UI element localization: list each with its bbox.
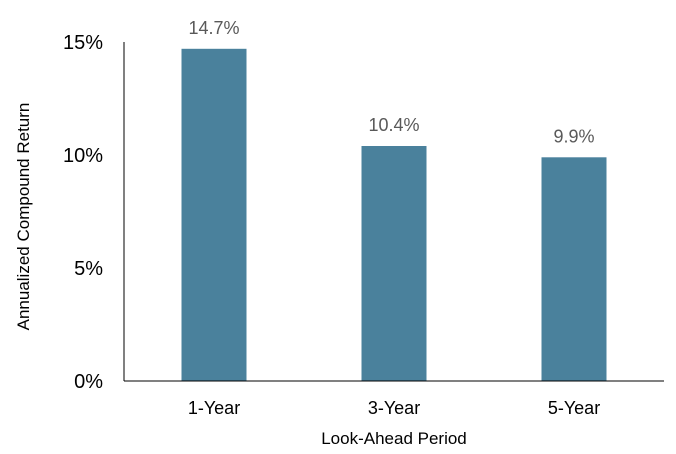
- bar-5-year: [541, 157, 607, 381]
- data-label-1-year: 14.7%: [188, 18, 239, 38]
- y-tick-label: 5%: [74, 258, 103, 280]
- x-tick-label-5-year: 5-Year: [548, 398, 600, 418]
- x-tick-label-3-year: 3-Year: [368, 398, 420, 418]
- bar-3-year: [361, 146, 427, 381]
- axes-layer: [123, 42, 664, 382]
- x-tick-label-1-year: 1-Year: [188, 398, 240, 418]
- y-tick-label: 10%: [63, 145, 103, 167]
- bar-1-year: [181, 48, 247, 382]
- data-labels-layer: 14.7% 10.4% 9.9%: [188, 18, 594, 147]
- x-axis-title: Look-Ahead Period: [321, 429, 467, 448]
- y-tick-labels: 0% 5% 10% 15%: [63, 32, 103, 393]
- y-axis-title: Annualized Compound Return: [14, 103, 33, 331]
- y-tick-label: 15%: [63, 32, 103, 54]
- data-label-3-year: 10.4%: [368, 115, 419, 135]
- bars-layer: [181, 48, 607, 382]
- data-label-5-year: 9.9%: [553, 126, 594, 146]
- x-tick-labels: 1-Year 3-Year 5-Year: [188, 398, 600, 418]
- y-tick-label: 0%: [74, 371, 103, 393]
